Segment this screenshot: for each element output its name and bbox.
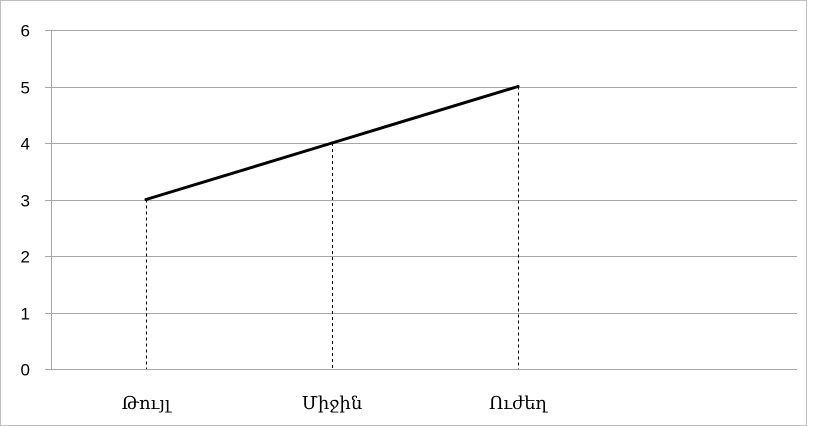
y-tick-labels: 0 1 2 3 4 5 6 — [21, 22, 30, 380]
gridlines — [45, 30, 797, 370]
data-point — [516, 85, 520, 88]
y-tick-label: 2 — [21, 248, 30, 267]
y-tick-label: 3 — [21, 192, 30, 211]
x-tick-labels: Թույլ Միջին Ուժեղ — [122, 393, 549, 414]
x-tick-label: Միջին — [302, 393, 363, 414]
y-tick-label: 5 — [21, 79, 30, 98]
x-tick-label: Ուժեղ — [489, 393, 548, 414]
series-lines — [144, 85, 520, 201]
y-tick-label: 4 — [21, 135, 30, 154]
drop-lines — [146, 86, 519, 369]
y-tick-label: 6 — [21, 22, 30, 41]
data-point — [144, 198, 148, 201]
x-tick-label: Թույլ — [122, 393, 173, 414]
y-tick-label: 0 — [21, 361, 30, 380]
y-tick-label: 1 — [21, 305, 30, 324]
data-point — [330, 141, 334, 145]
